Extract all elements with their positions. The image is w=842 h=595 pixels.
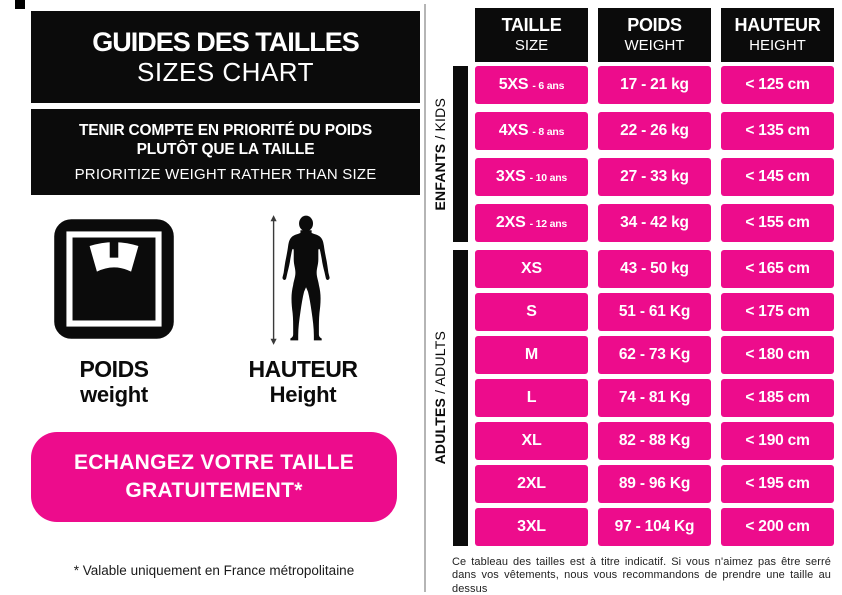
size-cell: M <box>475 336 588 374</box>
height-cell: < 195 cm <box>721 465 834 503</box>
height-cell: < 145 cm <box>721 158 834 196</box>
size-group: ENFANTS / KIDS 5XS - 6 ans 17 - 21 kg < 1… <box>427 66 839 242</box>
height-label-fr: HAUTEUR <box>248 356 358 382</box>
weight-cell: 74 - 81 Kg <box>598 379 711 417</box>
height-cell: < 180 cm <box>721 336 834 374</box>
weight-label-en: weight <box>80 381 148 407</box>
priority-notice-box: TENIR COMPTE EN PRIORITÉ DU POIDS PLUTÔT… <box>31 109 420 195</box>
size-cell: 4XS - 8 ans <box>475 112 588 150</box>
corner-artifact <box>15 0 25 9</box>
size-cell: S <box>475 293 588 331</box>
weight-cell: 97 - 104 Kg <box>598 508 711 546</box>
height-cell: < 135 cm <box>721 112 834 150</box>
weight-cell: 51 - 61 Kg <box>598 293 711 331</box>
table-row: L 74 - 81 Kg < 185 cm <box>475 379 834 417</box>
size-cell: 2XS - 12 ans <box>475 204 588 242</box>
size-cell: 3XL <box>475 508 588 546</box>
standing-man-height-arrow-icon <box>268 212 334 348</box>
height-cell: < 125 cm <box>721 66 834 104</box>
page-title: GUIDES DES TAILLES <box>92 26 360 57</box>
table-disclaimer: Ce tableau des tailles est à titre indic… <box>452 556 831 595</box>
size-cell: 2XL <box>475 465 588 503</box>
header-weight: POIDS WEIGHT <box>598 8 711 62</box>
header-size: TAILLE SIZE <box>475 8 588 62</box>
size-cell: 5XS - 6 ans <box>475 66 588 104</box>
height-cell: < 165 cm <box>721 250 834 288</box>
table-row: M 62 - 73 Kg < 180 cm <box>475 336 834 374</box>
size-cell: XL <box>475 422 588 460</box>
header-height: HAUTEUR HEIGHT <box>721 8 834 62</box>
notice-fr-line1: TENIR COMPTE EN PRIORITÉ DU POIDS <box>78 121 373 139</box>
footnote: * Valable uniquement en France métropoli… <box>73 563 355 578</box>
table-row: 3XS - 10 ans 27 - 33 kg < 145 cm <box>475 158 834 196</box>
weight-cell: 62 - 73 Kg <box>598 336 711 374</box>
group-label: ADULTES / ADULTS <box>432 331 448 465</box>
weight-cell: 89 - 96 Kg <box>598 465 711 503</box>
table-row: 2XL 89 - 96 Kg < 195 cm <box>475 465 834 503</box>
size-cell: XS <box>475 250 588 288</box>
table-header-row: TAILLE SIZE POIDS WEIGHT HAUTEUR HEIGHT <box>475 8 839 62</box>
height-label-en: Height <box>269 381 337 407</box>
table-row: XL 82 - 88 Kg < 190 cm <box>475 422 834 460</box>
size-cell: 3XS - 10 ans <box>475 158 588 196</box>
size-group: ADULTES / ADULTS XS 43 - 50 kg < 165 cm … <box>427 250 839 546</box>
weight-label-fr: POIDS <box>79 356 149 382</box>
height-cell: < 155 cm <box>721 204 834 242</box>
exchange-button-line2: GRATUITEMENT* <box>125 479 303 502</box>
height-cell: < 175 cm <box>721 293 834 331</box>
exchange-size-button[interactable]: ECHANGEZ VOTRE TAILLE GRATUITEMENT* <box>31 432 397 522</box>
group-bar <box>453 66 468 242</box>
group-label: ENFANTS / KIDS <box>432 97 448 211</box>
table-row: 3XL 97 - 104 Kg < 200 cm <box>475 508 834 546</box>
page-subtitle: SIZES CHART <box>137 56 314 87</box>
table-row: 4XS - 8 ans 22 - 26 kg < 135 cm <box>475 112 834 150</box>
weight-cell: 43 - 50 kg <box>598 250 711 288</box>
table-row: S 51 - 61 Kg < 175 cm <box>475 293 834 331</box>
exchange-button-line1: ECHANGEZ VOTRE TAILLE <box>73 450 355 474</box>
weight-cell: 82 - 88 Kg <box>598 422 711 460</box>
table-row: 5XS - 6 ans 17 - 21 kg < 125 cm <box>475 66 834 104</box>
table-row: 2XS - 12 ans 34 - 42 kg < 155 cm <box>475 204 834 242</box>
bathroom-scale-icon <box>53 218 175 340</box>
weight-label: POIDS weight <box>44 356 184 407</box>
height-cell: < 200 cm <box>721 508 834 546</box>
weight-cell: 34 - 42 kg <box>598 204 711 242</box>
weight-cell: 27 - 33 kg <box>598 158 711 196</box>
title-box: GUIDES DES TAILLES SIZES CHART <box>31 11 420 103</box>
notice-en: PRIORITIZE WEIGHT RATHER THAN SIZE <box>74 166 377 184</box>
weight-cell: 17 - 21 kg <box>598 66 711 104</box>
height-cell: < 190 cm <box>721 422 834 460</box>
size-table: TAILLE SIZE POIDS WEIGHT HAUTEUR HEIGHT … <box>427 0 839 595</box>
height-cell: < 185 cm <box>721 379 834 417</box>
group-bar <box>453 250 468 546</box>
size-cell: L <box>475 379 588 417</box>
vertical-divider <box>424 4 426 592</box>
weight-cell: 22 - 26 kg <box>598 112 711 150</box>
table-row: XS 43 - 50 kg < 165 cm <box>475 250 834 288</box>
table-body: ENFANTS / KIDS 5XS - 6 ans 17 - 21 kg < 1… <box>427 66 839 546</box>
notice-fr-line2: PLUTÔT QUE LA TAILLE <box>136 141 315 158</box>
height-label: HAUTEUR Height <box>233 356 373 407</box>
